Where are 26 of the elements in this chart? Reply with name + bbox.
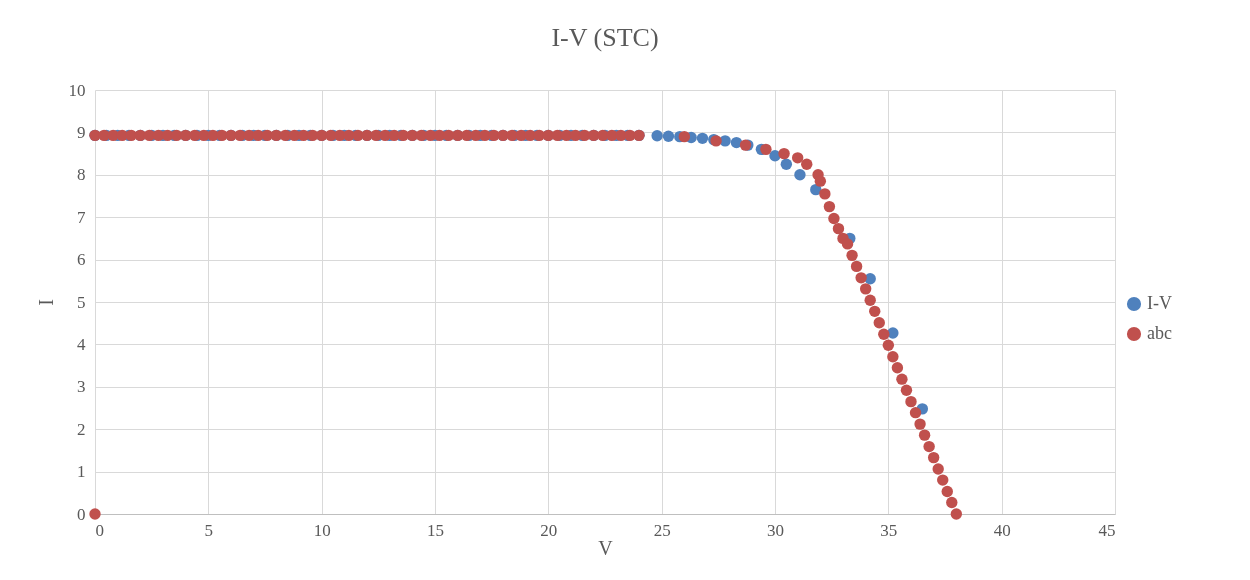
y-tick-label: 8	[77, 165, 86, 185]
legend-label: abc	[1147, 323, 1172, 343]
legend-label: I-V	[1147, 293, 1172, 313]
x-tick-label: 45	[1098, 520, 1116, 540]
x-tick-label: 30	[767, 520, 784, 540]
y-tick-label: 10	[68, 80, 86, 100]
x-tick-label: 0	[95, 520, 104, 540]
x-tick-label: 35	[880, 520, 898, 540]
y-tick-label: 6	[77, 250, 86, 270]
y-axis-title: I	[34, 299, 57, 306]
y-tick-label: 2	[77, 419, 86, 439]
x-tick-label: 40	[993, 520, 1011, 540]
y-tick-label: 1	[77, 462, 86, 482]
y-tick-label: 7	[77, 207, 86, 227]
y-tick-label: 9	[77, 122, 86, 142]
y-tick-label: 3	[77, 377, 86, 397]
y-tick-label: 4	[77, 334, 86, 354]
x-tick-label: 10	[313, 520, 331, 540]
x-tick-label: 25	[653, 520, 671, 540]
x-tick-label: 20	[540, 520, 558, 540]
y-tick-label: 5	[77, 292, 86, 312]
y-tick-label: 0	[77, 504, 86, 524]
x-axis-title: V	[598, 536, 614, 559]
chart-title: I-V (STC)	[551, 23, 659, 52]
x-tick-label: 5	[204, 520, 214, 540]
x-tick-label: 15	[427, 520, 444, 540]
